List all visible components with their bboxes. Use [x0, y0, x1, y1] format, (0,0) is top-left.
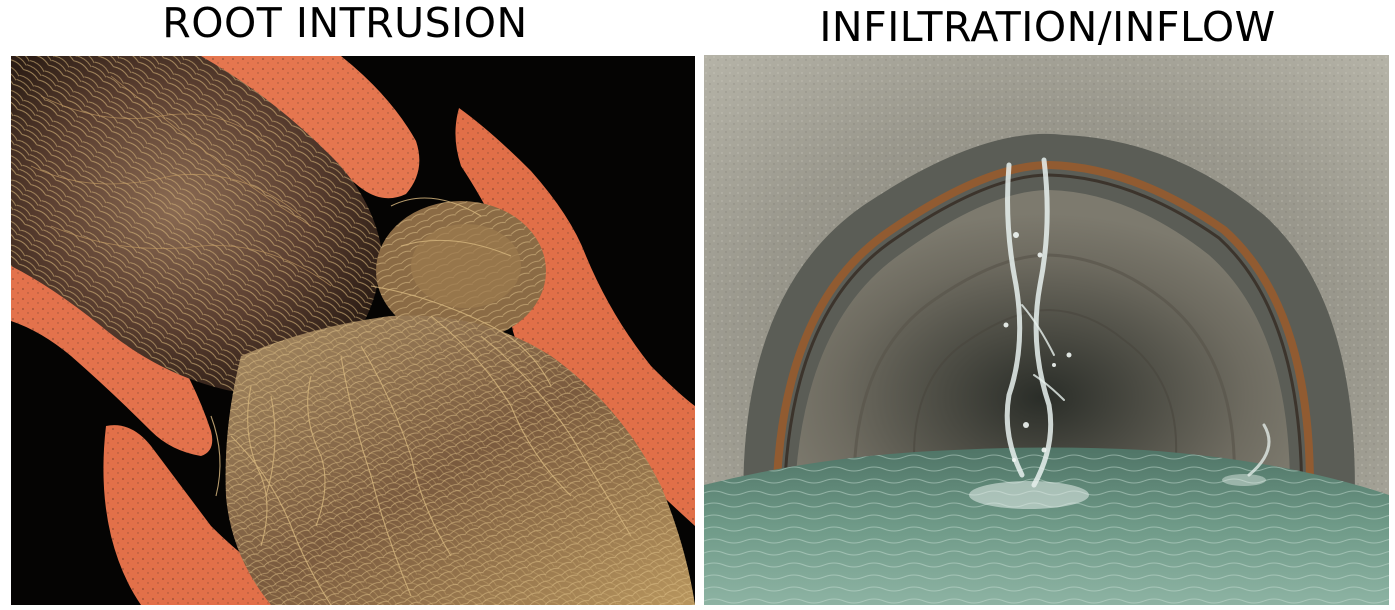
root-intrusion-panel: ROOT INTRUSION [11, 0, 695, 605]
infiltration-panel: INFILTRATION/INFLOW [700, 0, 1395, 610]
root-intrusion-illustration [11, 56, 695, 605]
infiltration-illustration [704, 55, 1389, 605]
infiltration-title: INFILTRATION/INFLOW [819, 3, 1276, 51]
root-intrusion-title: ROOT INTRUSION [162, 0, 528, 47]
infiltration-photo [704, 55, 1389, 605]
root-intrusion-photo [11, 56, 695, 605]
